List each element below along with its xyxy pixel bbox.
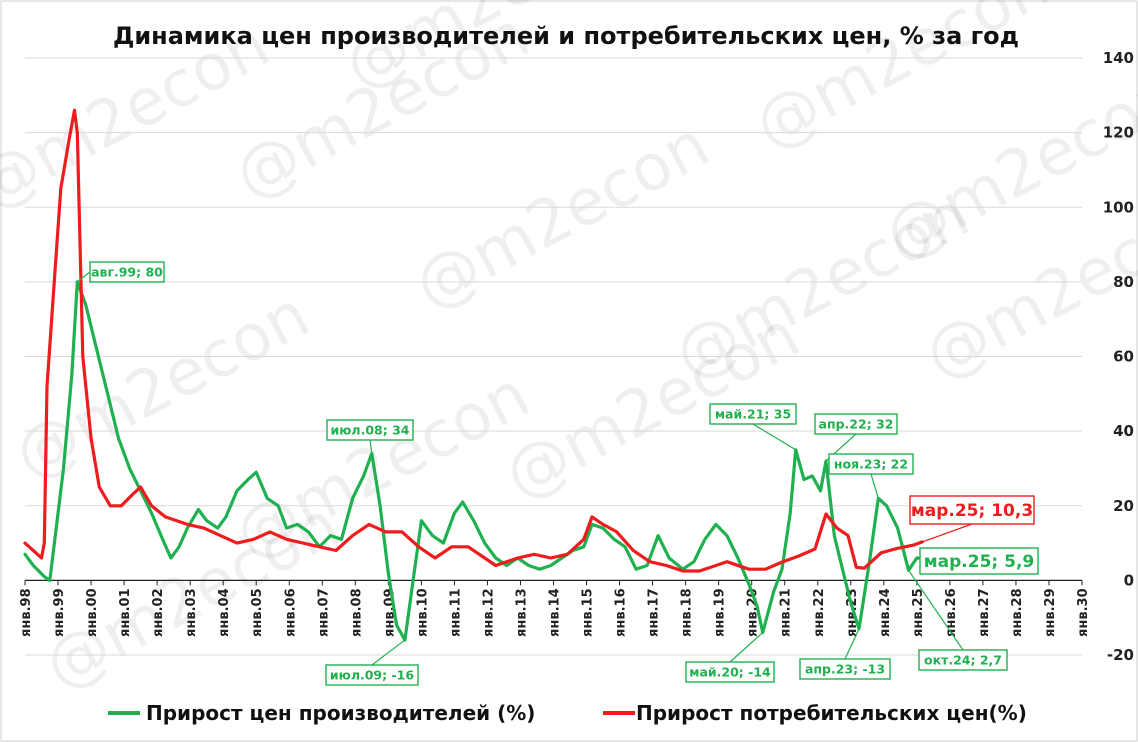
- annotation-label: ноя.23; 22: [834, 457, 908, 472]
- legend-label: Прирост цен производителей (%): [146, 701, 535, 725]
- x-tick-label: янв.00: [85, 588, 100, 637]
- annotation-box: [919, 547, 1039, 575]
- y-tick-label: 40: [1113, 422, 1134, 440]
- x-tick-label: янв.14: [548, 588, 563, 637]
- annotation-label: май.20; -14: [689, 665, 771, 680]
- y-axis-ticks: -20 0 20 40 60 80 100 120 140: [1103, 49, 1134, 664]
- x-tick-label: янв.30: [1076, 588, 1091, 637]
- x-tick-label: янв.25: [911, 588, 926, 637]
- x-tick-label: янв.08: [349, 588, 364, 637]
- series-line-consumer-prices: [23, 108, 924, 573]
- annotation-label: авг.99; 80: [91, 265, 163, 280]
- annotation-label: май.21; 35: [715, 407, 791, 422]
- annotation-label: июл.08; 34: [331, 423, 410, 438]
- annotation-leader: [922, 523, 973, 543]
- annotation-leader: [729, 632, 764, 663]
- x-tick-label: янв.27: [977, 588, 992, 637]
- x-axis: янв.98 янв.99 янв.00 янв.01 янв.02 янв.03 янв.…: [19, 579, 1091, 637]
- x-tick-label: янв.06: [283, 588, 298, 637]
- x-tick-label: янв.07: [316, 588, 331, 637]
- y-tick-label: 100: [1103, 198, 1134, 216]
- y-tick-label: 0: [1124, 571, 1134, 589]
- x-tick-label: янв.28: [1010, 588, 1025, 637]
- chart-title: Динамика цен производителей и потребител…: [113, 22, 1019, 50]
- x-tick-label: янв.20: [746, 588, 761, 637]
- x-tick-label: янв.10: [415, 588, 430, 637]
- y-tick-label: 60: [1113, 348, 1134, 366]
- y-tick-label: 80: [1113, 273, 1134, 291]
- y-tick-label: 120: [1103, 124, 1134, 142]
- annotation-label: июл.09; -16: [330, 668, 414, 683]
- annotation-box: [325, 664, 419, 686]
- annotation-box: [814, 413, 898, 435]
- x-tick-label: янв.18: [680, 588, 695, 637]
- series-line-producer-prices: [23, 280, 924, 642]
- series-layer: [23, 108, 924, 642]
- x-tick-label: янв.98: [19, 588, 34, 637]
- annotation-leader: [371, 639, 406, 666]
- annotation-box: [918, 649, 1008, 671]
- annotation-layer: авг.99; 80 июл.08; 34 июл.09; -16 май.20; -…: [76, 261, 1039, 686]
- x-tick-label: янв.22: [812, 588, 827, 637]
- x-tick-label: янв.29: [1043, 588, 1058, 637]
- x-tick-label: янв.03: [184, 588, 199, 637]
- annotation-leader: [844, 628, 860, 660]
- x-tick-label: янв.21: [779, 588, 794, 637]
- annotation-leader: [870, 473, 879, 499]
- annotation-leader: [752, 423, 797, 451]
- x-tick-label: янв.02: [151, 588, 166, 637]
- x-tick-label: янв.11: [448, 588, 463, 637]
- annotation-label: мар.25; 5,9: [924, 552, 1034, 572]
- x-tick-label: янв.19: [713, 588, 728, 637]
- x-tick-label: янв.15: [581, 588, 596, 637]
- x-tick-label: янв.24: [878, 588, 893, 637]
- annotation-leader: [908, 569, 964, 651]
- x-tick-label: янв.01: [118, 588, 133, 637]
- annotation-label: апр.23; -13: [805, 662, 885, 677]
- legend: Прирост цен производителей (%) Прирост по…: [108, 701, 1027, 725]
- annotation-box: [685, 661, 775, 683]
- y-tick-label: 140: [1103, 49, 1134, 67]
- annotation-label: апр.22; 32: [819, 417, 894, 432]
- annotation-box: [89, 261, 165, 283]
- annotation-label: окт.24; 2,7: [924, 653, 1002, 668]
- x-tick-label: янв.12: [481, 588, 496, 637]
- x-tick-label: янв.17: [647, 588, 662, 637]
- annotation-box: [828, 453, 914, 475]
- annotation-box: [909, 495, 1035, 525]
- annotation-leader: [369, 439, 373, 454]
- legend-label: Прирост потребительских цен(%): [636, 701, 1027, 725]
- annotation-box: [326, 419, 414, 441]
- x-tick-label: янв.13: [514, 588, 529, 637]
- x-tick-label: янв.04: [217, 588, 232, 637]
- y-tick-label: -20: [1107, 646, 1134, 664]
- annotation-box: [709, 403, 797, 425]
- y-tick-label: 20: [1113, 497, 1134, 515]
- annotation-box: [799, 658, 891, 680]
- annotation-label: мар.25; 10,3: [911, 501, 1033, 521]
- annotation-leader: [76, 271, 91, 283]
- x-tick-label: янв.26: [944, 588, 959, 637]
- x-tick-label: янв.05: [250, 588, 265, 637]
- x-tick-label: янв.99: [52, 588, 67, 637]
- grid-lines: [25, 57, 1082, 656]
- x-tick-label: янв.16: [614, 588, 629, 637]
